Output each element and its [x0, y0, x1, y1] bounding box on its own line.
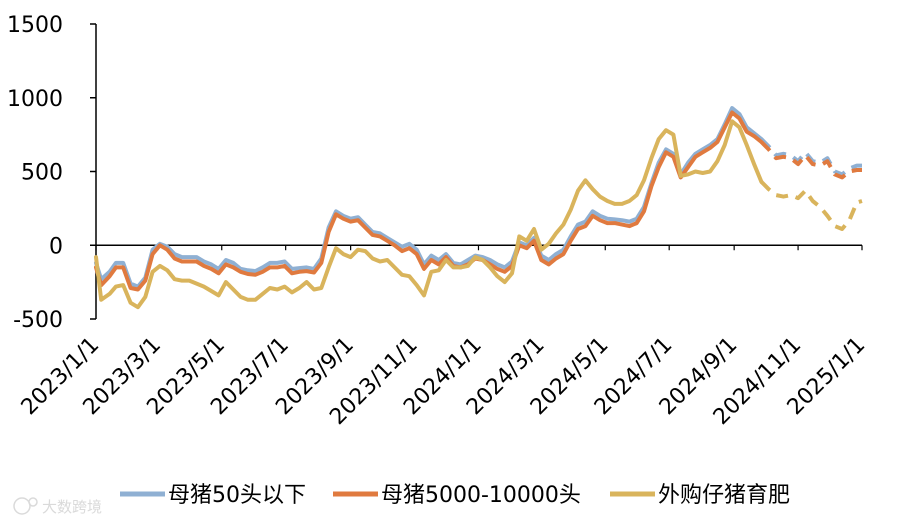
watermark-logo-icon: [13, 497, 31, 515]
legend-label-purchased-piglets: 外购仔猪育肥: [658, 483, 790, 508]
series-line-purchased-piglets: [94, 119, 764, 310]
watermark-text: 大数跨境: [42, 498, 102, 516]
watermark: 大数跨境: [13, 497, 102, 516]
legend-item-large-farms: 母猪5000-10000头: [333, 483, 581, 508]
legend-label-small-farms: 母猪50头以下: [168, 483, 306, 508]
y-tick-label: -500: [13, 308, 63, 333]
y-axis: -500 0 500 1000 1500: [7, 13, 97, 333]
series-layer: [94, 106, 863, 310]
y-tick-label: 1000: [7, 87, 63, 112]
series-forecast-line-purchased-piglets: [759, 180, 863, 231]
legend-item-small-farms: 母猪50头以下: [120, 483, 306, 508]
series-large-farms: [94, 110, 862, 292]
y-tick-label: 1500: [7, 13, 63, 38]
series-purchased-piglets: [94, 119, 863, 310]
legend-label-large-farms: 母猪5000-10000头: [381, 483, 581, 508]
legend: 母猪50头以下 母猪5000-10000头 外购仔猪育肥: [120, 483, 790, 508]
y-tick-label: 0: [49, 234, 63, 259]
series-line-large-farms: [94, 110, 764, 292]
watermark-logo-dot-icon: [28, 497, 38, 507]
y-tick-label: 500: [21, 161, 63, 186]
legend-item-purchased-piglets: 外购仔猪育肥: [610, 483, 790, 508]
series-forecast-line-large-farms: [759, 140, 862, 180]
